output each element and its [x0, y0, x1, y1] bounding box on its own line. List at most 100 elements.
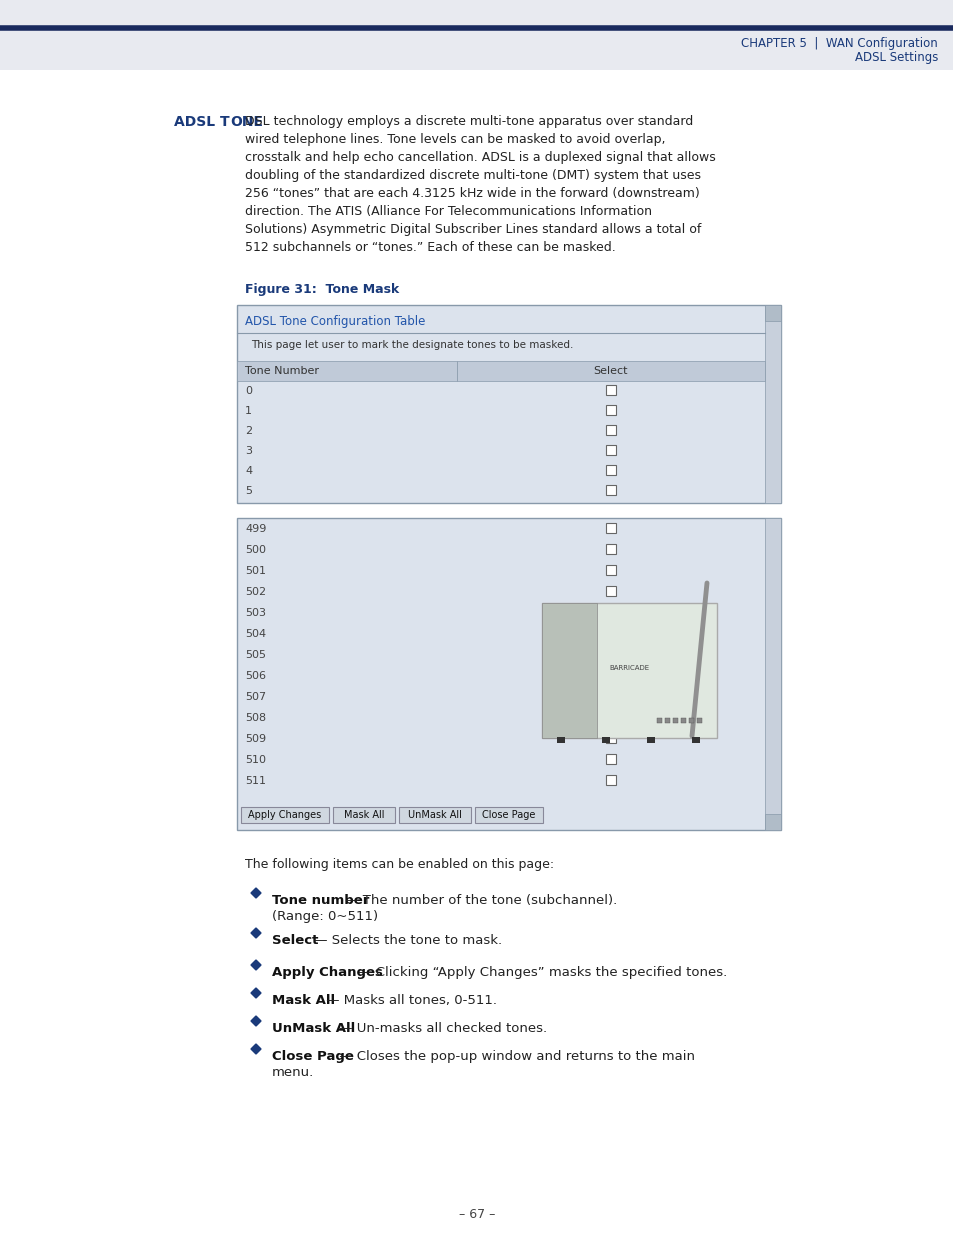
Polygon shape	[251, 988, 261, 998]
Bar	[764, 305, 781, 321]
Text: ONE: ONE	[230, 115, 263, 128]
Bar	[605, 466, 616, 475]
Text: 5: 5	[245, 487, 252, 496]
Text: 499: 499	[245, 524, 266, 534]
Text: Tone Number: Tone Number	[245, 366, 318, 375]
Text: 507: 507	[245, 692, 266, 701]
Text: 510: 510	[245, 755, 266, 764]
Bar	[605, 606, 616, 618]
Bar	[605, 564, 616, 576]
Bar	[605, 755, 616, 764]
Text: Solutions) Asymmetric Digital Subscriber Lines standard allows a total of: Solutions) Asymmetric Digital Subscriber…	[245, 224, 700, 236]
Text: 512 subchannels or “tones.” Each of these can be masked.: 512 subchannels or “tones.” Each of thes…	[245, 241, 615, 254]
Text: 508: 508	[245, 713, 266, 722]
Polygon shape	[251, 1044, 261, 1053]
Text: 1: 1	[245, 406, 252, 416]
Bar	[605, 650, 616, 659]
Text: — Selects the tone to mask.: — Selects the tone to mask.	[310, 934, 501, 947]
Text: Close Page: Close Page	[482, 810, 536, 820]
Bar	[664, 718, 669, 722]
Text: menu.: menu.	[272, 1066, 314, 1079]
Polygon shape	[251, 1016, 261, 1026]
Polygon shape	[251, 888, 261, 898]
Bar	[236, 517, 781, 830]
Polygon shape	[251, 927, 261, 939]
Text: Select: Select	[272, 934, 318, 947]
Bar	[456, 361, 764, 382]
Text: ADSL T: ADSL T	[174, 115, 230, 128]
Bar	[605, 425, 616, 435]
Text: 511: 511	[245, 776, 266, 785]
Bar	[601, 737, 609, 743]
Text: This page let user to mark the designate tones to be masked.: This page let user to mark the designate…	[251, 340, 573, 350]
Text: Select: Select	[593, 366, 628, 375]
Text: UnMask All: UnMask All	[408, 810, 461, 820]
Text: Mask All: Mask All	[272, 994, 335, 1007]
Text: doubling of the standardized discrete multi-tone (DMT) system that uses: doubling of the standardized discrete mu…	[245, 169, 700, 182]
Bar	[0, 0, 953, 70]
Bar	[605, 713, 616, 722]
Text: (Range: 0~511): (Range: 0~511)	[272, 910, 377, 923]
Bar	[657, 718, 661, 722]
Text: — The number of the tone (subchannel).: — The number of the tone (subchannel).	[341, 894, 617, 906]
Text: wired telephone lines. Tone levels can be masked to avoid overlap,: wired telephone lines. Tone levels can b…	[245, 133, 665, 146]
Bar	[398, 806, 471, 823]
Text: 504: 504	[245, 629, 266, 638]
Text: 505: 505	[245, 650, 266, 659]
Bar	[475, 806, 542, 823]
Text: BARRICADE: BARRICADE	[608, 664, 648, 671]
Text: Figure 31:  Tone Mask: Figure 31: Tone Mask	[245, 283, 399, 296]
Text: 2: 2	[245, 426, 252, 436]
Text: — Clicking “Apply Changes” masks the specified tones.: — Clicking “Apply Changes” masks the spe…	[354, 966, 726, 979]
Text: ADSL Settings: ADSL Settings	[854, 52, 937, 64]
Bar	[541, 603, 717, 739]
Bar	[697, 718, 701, 722]
Bar	[605, 776, 616, 785]
Text: 502: 502	[245, 587, 266, 597]
Text: Apply Changes: Apply Changes	[272, 966, 382, 979]
Text: — Closes the pop-up window and returns to the main: — Closes the pop-up window and returns t…	[335, 1050, 695, 1063]
Bar	[541, 603, 597, 739]
Bar	[605, 585, 616, 597]
Bar	[688, 718, 693, 722]
Bar	[557, 737, 564, 743]
Bar	[605, 692, 616, 701]
Bar	[605, 485, 616, 495]
Text: UnMask All: UnMask All	[272, 1023, 355, 1035]
Bar	[236, 305, 781, 503]
Bar	[691, 737, 700, 743]
Bar	[333, 806, 395, 823]
Bar	[605, 405, 616, 415]
Bar	[764, 305, 781, 503]
Text: Mask All: Mask All	[343, 810, 384, 820]
Text: — Un-masks all checked tones.: — Un-masks all checked tones.	[335, 1023, 547, 1035]
Text: CHAPTER 5  |  WAN Configuration: CHAPTER 5 | WAN Configuration	[740, 37, 937, 49]
Text: ADSL Tone Configuration Table: ADSL Tone Configuration Table	[245, 315, 425, 327]
Bar	[672, 718, 678, 722]
Text: Close Page: Close Page	[272, 1050, 354, 1063]
Text: crosstalk and help echo cancellation. ADSL is a duplexed signal that allows: crosstalk and help echo cancellation. AD…	[245, 151, 715, 164]
Bar	[605, 671, 616, 680]
Text: – 67 –: – 67 –	[458, 1209, 495, 1221]
Bar	[680, 718, 685, 722]
Text: Tone number: Tone number	[272, 894, 369, 906]
Bar	[646, 737, 655, 743]
Text: 506: 506	[245, 671, 266, 680]
Bar	[605, 522, 616, 534]
Bar	[236, 361, 456, 382]
Text: Apply Changes: Apply Changes	[248, 810, 321, 820]
Text: 3: 3	[245, 446, 252, 456]
Text: direction. The ATIS (Alliance For Telecommunications Information: direction. The ATIS (Alliance For Teleco…	[245, 205, 651, 219]
Text: 256 “tones” that are each 4.3125 kHz wide in the forward (downstream): 256 “tones” that are each 4.3125 kHz wid…	[245, 186, 699, 200]
Bar	[605, 734, 616, 743]
Text: 500: 500	[245, 545, 266, 555]
Bar	[764, 814, 781, 830]
Text: The following items can be enabled on this page:: The following items can be enabled on th…	[245, 858, 554, 871]
Text: 501: 501	[245, 566, 266, 576]
Text: — Masks all tones, 0-511.: — Masks all tones, 0-511.	[322, 994, 497, 1007]
Text: 0: 0	[245, 387, 252, 396]
Bar	[605, 543, 616, 555]
Text: 503: 503	[245, 608, 266, 618]
Bar	[605, 445, 616, 454]
Text: 4: 4	[245, 466, 252, 475]
